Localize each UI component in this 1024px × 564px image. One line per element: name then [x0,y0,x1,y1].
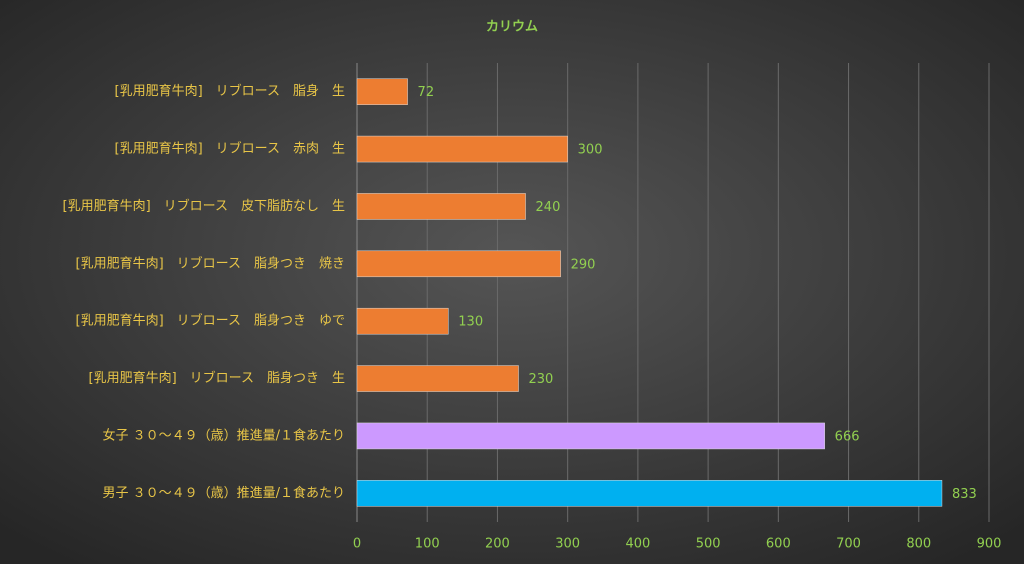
x-tick-label: 700 [836,537,861,552]
x-tick-label: 600 [766,537,791,552]
y-tick-label: 女子 ３０～４９（歳）推進量/１食あたり [102,427,345,443]
y-tick-label: [乳用肥育牛肉] リブロース 赤肉 生 [115,141,346,157]
bar [356,365,519,392]
y-tick-label: [乳用肥育牛肉] リブロース 脂身つき ゆで [76,313,346,329]
bar [356,480,943,507]
bar [356,422,825,450]
x-tick-label: 500 [696,537,721,552]
y-tick-label: [乳用肥育牛肉] リブロース 脂身つき 生 [89,370,346,386]
x-tick-label: 300 [555,537,580,552]
bar [356,135,568,163]
y-tick-label: 男子 ３０～４９（歳）推進量/１食あたり [102,485,345,501]
x-tick-label: 400 [625,537,650,552]
value-label: 240 [536,200,561,215]
bar [356,193,526,220]
y-tick-label: [乳用肥育牛肉] リブロース 脂身 生 [115,83,346,99]
x-tick-label: 200 [485,537,510,552]
bar [356,307,449,335]
value-label: 666 [835,429,860,444]
value-label: 72 [418,85,435,100]
y-tick-label: [乳用肥育牛肉] リブロース 皮下脂肪なし 生 [63,198,346,214]
chart-title: カリウム [486,20,538,35]
value-label: 300 [578,143,603,158]
value-label: 290 [571,257,596,272]
value-label: 833 [952,487,977,502]
x-tick-label: 100 [415,537,440,552]
value-label: 130 [458,315,483,330]
x-tick-label: 800 [906,537,931,552]
value-label: 230 [529,372,554,387]
bar [356,78,408,105]
x-tick-label: 900 [977,537,1002,552]
y-tick-label: [乳用肥育牛肉] リブロース 脂身つき 焼き [76,255,346,271]
x-tick-label: 0 [353,537,361,552]
bar [356,250,561,278]
